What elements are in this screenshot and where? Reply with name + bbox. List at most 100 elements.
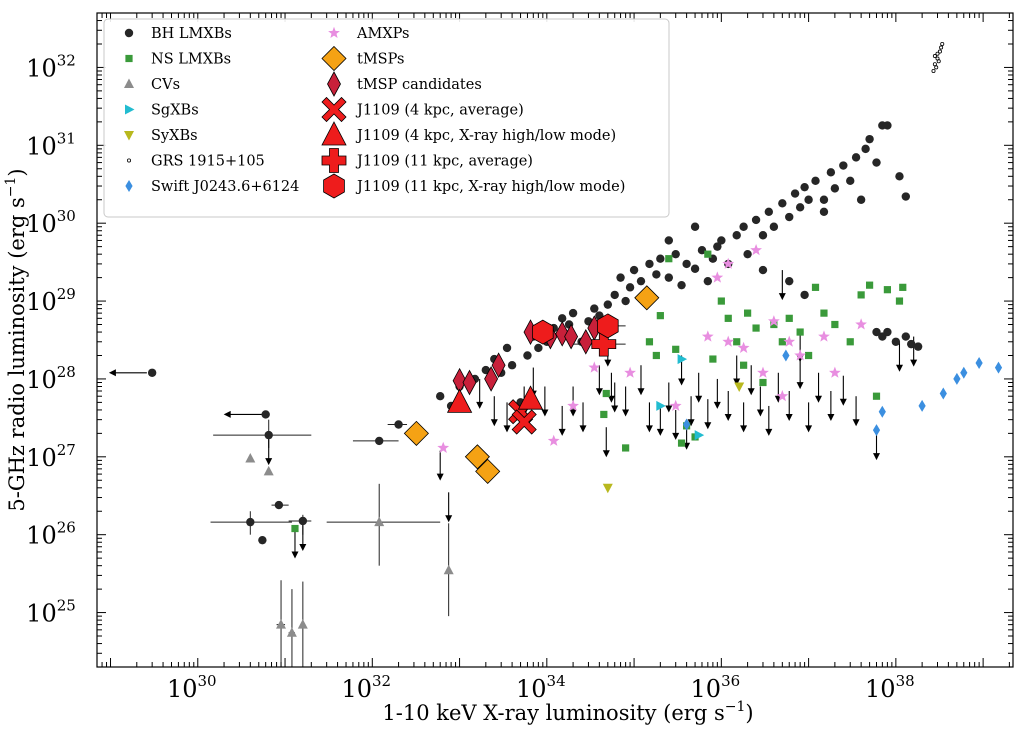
- data-point: [733, 338, 741, 346]
- data-point: [739, 222, 748, 231]
- data-point: [932, 54, 937, 59]
- data-point: [557, 314, 567, 323]
- data-point: [830, 184, 840, 193]
- data-point: [677, 280, 686, 290]
- data-point: [697, 245, 707, 255]
- data-point: [856, 195, 866, 204]
- data-point: [872, 327, 881, 337]
- data-point: [865, 281, 874, 289]
- data-point: [861, 144, 870, 154]
- upper-limit-head: [747, 388, 755, 396]
- data-point: [645, 338, 654, 346]
- upper-limits: [265, 270, 918, 559]
- data-point: [701, 330, 714, 342]
- legend: BH LMXBs NS LMXBs CVs SgXBs SyXBs GRS 1915+10…: [103, 18, 670, 218]
- data-point: [652, 351, 660, 360]
- data-point: [939, 45, 944, 50]
- data-point: [677, 354, 688, 365]
- upper-limit-head: [815, 395, 822, 403]
- data-point: [932, 62, 937, 67]
- upper-limit-head: [896, 364, 903, 372]
- data-point: [567, 399, 579, 411]
- series-3: [656, 354, 705, 441]
- upper-limit-head: [785, 414, 793, 421]
- upper-limit-head: [852, 419, 860, 427]
- data-point: [677, 439, 686, 447]
- data-point: [610, 290, 619, 300]
- data-point: [790, 189, 800, 198]
- upper-limit-head: [445, 515, 453, 523]
- data-point: [629, 265, 639, 275]
- upper-limit-head: [622, 409, 630, 417]
- data-point: [795, 203, 805, 212]
- y-tick-label: 1028: [26, 363, 76, 394]
- data-point: [918, 399, 926, 412]
- upper-limit-head: [805, 425, 813, 433]
- data-point: [245, 453, 256, 463]
- data-point: [895, 172, 904, 181]
- data-point: [703, 276, 713, 286]
- upper-limit-head: [672, 432, 680, 440]
- data-point: [770, 320, 778, 329]
- data-point: [264, 430, 273, 440]
- data-point: [625, 283, 635, 292]
- data-point: [934, 65, 939, 70]
- legend-marker: [327, 71, 341, 97]
- data-point: [796, 328, 804, 336]
- series-13: [532, 313, 619, 345]
- data-point: [872, 158, 881, 167]
- data-point: [511, 409, 537, 435]
- data-point: [872, 392, 881, 400]
- series-11: [446, 385, 544, 413]
- series-8: [403, 285, 660, 484]
- data-point: [757, 366, 769, 378]
- upper-limit-head: [490, 419, 498, 427]
- data-point: [578, 328, 593, 355]
- data-point: [953, 372, 961, 385]
- data-point: [811, 283, 820, 291]
- data-point: [671, 249, 680, 259]
- data-point: [751, 215, 761, 225]
- data-point: [491, 352, 506, 379]
- data-point: [851, 153, 861, 162]
- data-point: [818, 330, 830, 342]
- legend-label: J1109 (4 kpc, X-ray high/low mode): [355, 128, 616, 144]
- data-point: [913, 342, 923, 351]
- data-point: [713, 242, 722, 251]
- upper-limit-head: [873, 453, 880, 461]
- data-point: [683, 418, 691, 431]
- legend-marker: [328, 26, 340, 38]
- data-point: [532, 319, 554, 345]
- upper-limit-head: [595, 388, 603, 396]
- data-point: [437, 441, 450, 453]
- data-point: [872, 424, 881, 437]
- series-9: [452, 315, 602, 396]
- legend-marker: [124, 78, 134, 88]
- data-point: [820, 309, 828, 317]
- data-point: [846, 338, 854, 346]
- data-point: [590, 304, 599, 313]
- y-tick-label: 1027: [26, 441, 76, 472]
- data-point: [263, 465, 274, 476]
- data-point: [286, 627, 297, 637]
- upper-limit-head: [756, 409, 764, 417]
- x-tick-label: 1036: [691, 672, 741, 703]
- data-point: [752, 324, 760, 332]
- data-point: [523, 351, 532, 360]
- data-point: [682, 259, 691, 269]
- data-point: [732, 231, 741, 240]
- data-point: [891, 337, 901, 346]
- upper-limit-head: [611, 405, 619, 413]
- legend-label: tMSPs: [357, 52, 404, 68]
- legend-marker: [321, 45, 347, 72]
- upper-limit-head: [765, 428, 773, 436]
- legend-label: Swift J0243.6+6124: [151, 179, 299, 195]
- data-point: [800, 290, 809, 300]
- data-point: [507, 361, 517, 370]
- legend-marker: [125, 104, 135, 115]
- legend-marker: [127, 158, 132, 163]
- legend-marker: [124, 131, 134, 141]
- upper-limit-head: [579, 425, 587, 433]
- data-point: [901, 332, 911, 341]
- data-point: [839, 161, 848, 170]
